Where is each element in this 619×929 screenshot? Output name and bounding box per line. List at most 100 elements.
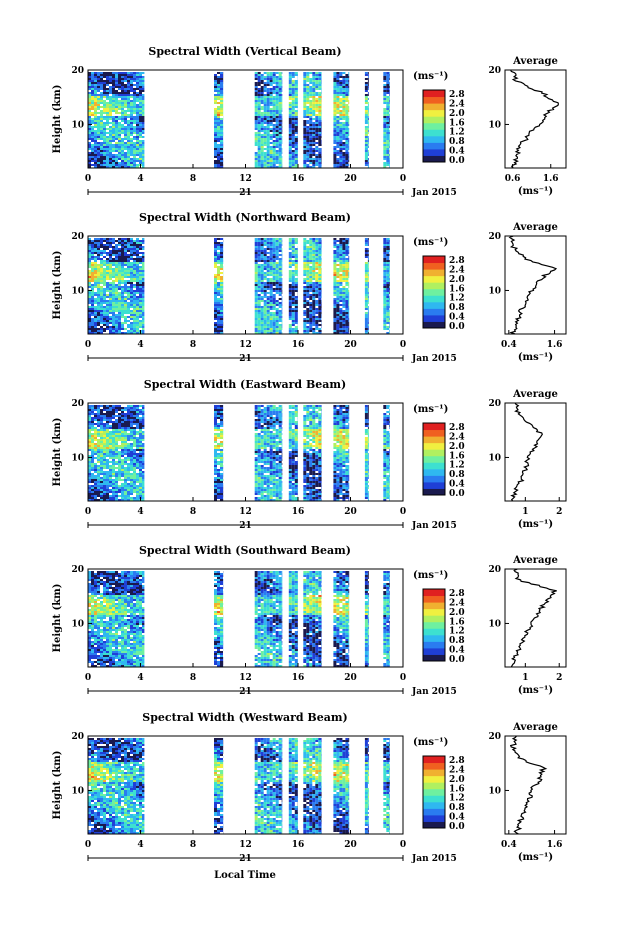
heatmap-cell <box>342 92 346 94</box>
heatmap-cell <box>345 284 349 286</box>
heatmap-cell <box>339 316 343 318</box>
colorbar-tick-label: 2.4 <box>449 99 465 109</box>
heatmap-cell <box>364 244 368 246</box>
heatmap-cell <box>94 280 97 282</box>
heatmap-cell <box>133 240 136 242</box>
heatmap-cell <box>291 132 295 134</box>
heatmap-cell <box>103 96 106 98</box>
heatmap-cell <box>386 124 390 126</box>
heatmap-cell <box>288 82 292 84</box>
heatmap-cell <box>121 238 124 240</box>
heatmap-cell <box>91 114 94 116</box>
heatmap-cell <box>364 262 368 264</box>
date-label: Jan 2015 <box>411 354 457 364</box>
heatmap-cell <box>278 266 282 268</box>
heatmap-cell <box>260 330 264 332</box>
heatmap-cell <box>214 102 217 104</box>
heatmap-cell <box>315 72 319 74</box>
heatmap-cell <box>288 318 292 320</box>
heatmap-cell <box>272 82 276 84</box>
heatmap-cell <box>112 330 115 332</box>
heatmap-cell <box>115 302 118 304</box>
heatmap-cell <box>269 258 273 260</box>
heatmap-cell <box>217 310 220 312</box>
heatmap-cell <box>342 326 346 328</box>
heatmap-cell <box>136 94 139 96</box>
heatmap-cell <box>115 130 118 132</box>
heatmap-cell <box>309 274 313 276</box>
heatmap-cell <box>367 294 369 296</box>
heatmap-cell <box>121 240 124 242</box>
heatmap-cell <box>336 108 340 110</box>
heatmap-cell <box>364 132 368 134</box>
heatmap-cell <box>383 268 387 270</box>
heatmap-cell <box>336 314 340 316</box>
heatmap-cell <box>315 328 319 330</box>
colorbar-tick-label: 0.8 <box>449 137 465 147</box>
heatmap-cell <box>130 72 133 74</box>
heatmap-cell <box>367 262 369 264</box>
heatmap-cell <box>345 290 349 292</box>
heatmap-cell <box>103 132 106 134</box>
heatmap-cell <box>336 312 340 314</box>
heatmap-cell <box>318 328 322 330</box>
heatmap-cell <box>318 150 322 152</box>
heatmap-cell <box>291 292 295 294</box>
heatmap-cell <box>272 256 276 258</box>
heatmap-cell <box>260 282 264 284</box>
heatmap-cell <box>217 306 220 308</box>
heatmap-cell <box>309 86 313 88</box>
heatmap-cell <box>278 290 282 292</box>
heatmap-cell <box>257 274 261 276</box>
heatmap-cell <box>389 160 390 162</box>
heatmap-cell <box>281 72 283 74</box>
heatmap-cell <box>263 274 267 276</box>
heatmap-cell <box>294 94 298 96</box>
heatmap-cell <box>214 276 217 278</box>
heatmap-cell <box>312 160 316 162</box>
heatmap-cell <box>288 84 292 86</box>
heatmap-cell <box>333 244 337 246</box>
heatmap-cell <box>345 268 349 270</box>
heatmap-cell <box>364 304 368 306</box>
heatmap-cell <box>309 288 313 290</box>
heatmap-cell <box>306 240 310 242</box>
heatmap-cell <box>364 266 368 268</box>
heatmap-cell <box>367 166 369 168</box>
heatmap-cell <box>306 302 310 304</box>
heatmap-cell <box>294 286 298 288</box>
heatmap-cell <box>115 144 118 146</box>
heatmap-cell <box>257 302 261 304</box>
heatmap-cell <box>389 280 390 282</box>
heatmap-cell <box>303 314 307 316</box>
heatmap-cell <box>339 254 343 256</box>
heatmap-cell <box>217 292 220 294</box>
heatmap-cell <box>348 80 350 82</box>
heatmap-cell <box>220 112 223 114</box>
heatmap-cell <box>309 90 313 92</box>
heatmap-cell <box>342 300 346 302</box>
heatmap-cell <box>109 302 112 304</box>
heatmap-cell <box>367 108 369 110</box>
heatmap-cell <box>106 78 109 80</box>
heatmap-cell <box>383 292 387 294</box>
heatmap-cell <box>94 164 97 166</box>
heatmap-cell <box>118 292 121 294</box>
heatmap-cell <box>309 82 313 84</box>
heatmap-cell <box>367 264 369 266</box>
heatmap-cell <box>88 166 91 168</box>
heatmap-cell <box>336 322 340 324</box>
heatmap-cell <box>91 258 94 260</box>
heatmap-cell <box>124 84 127 86</box>
heatmap-cell <box>260 300 264 302</box>
heatmap-cell <box>94 116 97 118</box>
heatmap-cell <box>345 120 349 122</box>
colorbar-tick-label: 0.0 <box>449 322 465 332</box>
heatmap-cell <box>142 288 145 290</box>
heatmap-cell <box>260 246 264 248</box>
heatmap-cell <box>278 166 282 168</box>
heatmap-cell <box>291 316 295 318</box>
heatmap-cell <box>217 238 220 240</box>
heatmap-cell <box>214 240 217 242</box>
heatmap-cell <box>383 74 387 76</box>
